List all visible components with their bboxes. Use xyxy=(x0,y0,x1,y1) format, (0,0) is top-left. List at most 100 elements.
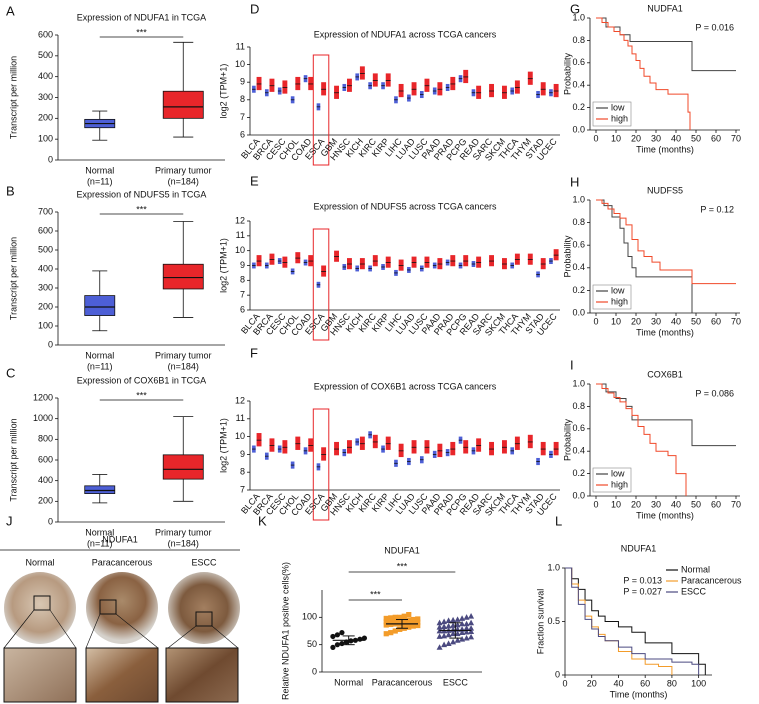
significance-label: *** xyxy=(136,204,147,214)
y-tick-label: 12 xyxy=(235,395,245,405)
legend-label: ESCC xyxy=(681,586,707,596)
ihc-column-label: Paracancerous xyxy=(92,557,153,567)
point xyxy=(415,616,421,622)
y-tick-label: 100 xyxy=(38,134,53,144)
box xyxy=(295,436,301,450)
box xyxy=(321,447,327,461)
y-tick-label: 0 xyxy=(555,669,560,679)
zoom-region xyxy=(195,611,213,627)
tissue-core xyxy=(168,572,240,644)
box xyxy=(372,434,378,449)
significance-label: *** xyxy=(136,390,147,400)
ihc-title: NDUFA1 xyxy=(102,534,138,544)
y-tick-label: 7 xyxy=(240,112,245,122)
y-tick-label: 1200 xyxy=(33,392,53,402)
y-tick-label: 0.4 xyxy=(572,262,585,272)
y-tick-label: 400 xyxy=(38,263,53,273)
significance-label: *** xyxy=(397,561,408,571)
x-tick-label: 10 xyxy=(611,133,621,143)
x-tick-label: 60 xyxy=(711,499,721,509)
p-value: P = 0.086 xyxy=(695,388,734,398)
x-tick-label: 10 xyxy=(611,499,621,509)
point xyxy=(463,625,470,631)
x-tick-label: 60 xyxy=(711,133,721,143)
y-axis-label: Probability xyxy=(562,235,572,278)
point xyxy=(454,637,461,643)
y-tick-label: 100 xyxy=(38,320,53,330)
legend-label: low xyxy=(611,102,625,112)
y-axis-label: Probability xyxy=(562,418,572,461)
box xyxy=(282,440,288,454)
chart-title: NUDFS5 xyxy=(647,185,683,195)
x-tick-label: 50 xyxy=(691,316,701,326)
panel-letter: J xyxy=(6,513,13,528)
box xyxy=(437,443,443,458)
point xyxy=(388,619,394,625)
chart-title: NDUFA1 xyxy=(621,543,657,553)
box xyxy=(502,440,507,454)
box xyxy=(347,440,352,454)
y-tick-label: 0.2 xyxy=(572,102,585,112)
point xyxy=(406,612,412,618)
y-axis-label: Fraction survival xyxy=(535,589,545,655)
box xyxy=(450,441,456,456)
point xyxy=(463,620,470,627)
x-tick-label: Paracancerous xyxy=(372,677,433,687)
x-tick-label: 20 xyxy=(587,678,597,688)
y-tick-label: 50 xyxy=(307,639,317,649)
zoom-image xyxy=(85,647,159,703)
x-tick-label: 40 xyxy=(671,316,681,326)
box xyxy=(514,80,520,94)
x-tick-sublabel: (n=11) xyxy=(87,538,113,548)
y-tick-label: 0.8 xyxy=(572,401,585,411)
y-tick-label: 0 xyxy=(48,516,53,526)
x-tick-label: 0 xyxy=(562,678,567,688)
box xyxy=(162,90,204,119)
y-tick-label: 11 xyxy=(236,413,245,423)
y-tick-label: 200 xyxy=(38,496,53,506)
y-tick-label: 600 xyxy=(38,29,53,39)
x-axis-label: Time (months) xyxy=(610,689,668,699)
box xyxy=(162,454,204,480)
y-tick-label: 10 xyxy=(235,59,245,69)
panel-letter: K xyxy=(258,513,267,528)
point xyxy=(401,617,407,623)
box xyxy=(385,73,391,87)
significance-label: *** xyxy=(370,589,381,599)
highlight-box xyxy=(312,54,330,166)
x-tick-label: 40 xyxy=(671,133,681,143)
box xyxy=(385,436,391,450)
box xyxy=(334,441,339,456)
x-tick-label: Primary tumor xyxy=(155,165,212,175)
y-tick-label: 100 xyxy=(302,612,317,622)
y-tick-label: 400 xyxy=(38,71,53,81)
point xyxy=(450,638,457,645)
point xyxy=(445,617,452,624)
box xyxy=(308,76,314,91)
y-tick-label: 0 xyxy=(48,339,53,349)
point xyxy=(410,620,416,626)
legend-label: Paracancerous xyxy=(681,575,742,585)
y-axis-label: Relative NDUFA1 positive cells(%) xyxy=(280,562,290,700)
point xyxy=(410,623,416,629)
point xyxy=(459,629,466,636)
point xyxy=(436,623,443,630)
point xyxy=(445,631,452,638)
ihc-column-label: ESCC xyxy=(191,557,217,567)
box xyxy=(398,83,404,98)
point xyxy=(406,617,412,623)
x-tick-label: 70 xyxy=(731,316,741,326)
legend-label: high xyxy=(611,296,628,306)
x-tick-label: 50 xyxy=(691,499,701,509)
y-tick-label: 10 xyxy=(235,245,245,255)
x-tick-label: 30 xyxy=(651,499,661,509)
point xyxy=(392,614,398,620)
p-value: P = 0.027 xyxy=(623,586,662,596)
box xyxy=(527,434,533,449)
point xyxy=(450,616,457,623)
point xyxy=(441,618,448,625)
chart-title: COX6B1 xyxy=(647,369,683,379)
y-tick-label: 1.0 xyxy=(572,378,585,388)
box xyxy=(84,485,116,494)
chart-title: Expression of COX6B1 across TCGA cancers xyxy=(314,381,497,391)
